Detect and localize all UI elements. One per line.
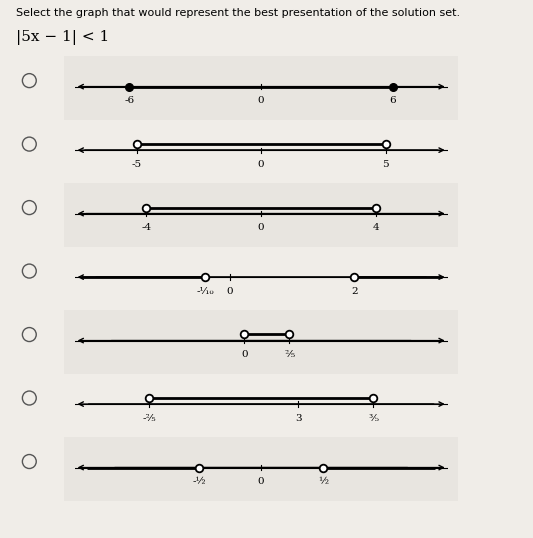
Text: Select the graph that would represent the best presentation of the solution set.: Select the graph that would represent th… bbox=[16, 8, 460, 18]
Text: -½: -½ bbox=[192, 477, 206, 486]
Text: 0: 0 bbox=[258, 160, 264, 169]
Text: 6: 6 bbox=[390, 96, 396, 105]
Text: 0: 0 bbox=[258, 477, 264, 486]
Text: -5: -5 bbox=[132, 160, 142, 169]
Text: |5x − 1| < 1: |5x − 1| < 1 bbox=[16, 30, 109, 45]
Text: 2: 2 bbox=[351, 287, 358, 296]
Text: 3: 3 bbox=[295, 414, 302, 423]
Text: 0: 0 bbox=[241, 350, 247, 359]
Text: 0: 0 bbox=[258, 96, 264, 105]
Text: -4: -4 bbox=[141, 223, 151, 232]
Text: ⅗: ⅗ bbox=[368, 414, 378, 423]
Text: 5: 5 bbox=[382, 160, 389, 169]
Text: 0: 0 bbox=[227, 287, 233, 296]
Text: 0: 0 bbox=[258, 223, 264, 232]
Text: ½: ½ bbox=[318, 477, 328, 486]
Text: -⅒: -⅒ bbox=[196, 287, 214, 296]
Text: -⅖: -⅖ bbox=[142, 414, 156, 423]
Text: ⅖: ⅖ bbox=[285, 350, 295, 359]
Text: 4: 4 bbox=[373, 223, 379, 232]
Text: -6: -6 bbox=[124, 96, 134, 105]
